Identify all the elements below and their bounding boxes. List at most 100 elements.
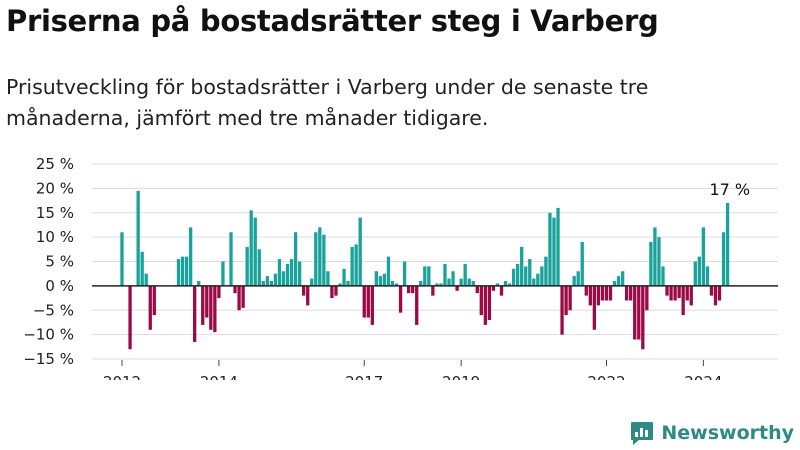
bar	[394, 283, 399, 286]
bar	[144, 273, 148, 286]
bar	[725, 203, 730, 286]
page-title: Priserna på bostadsrätter steg i Varberg	[6, 4, 659, 38]
bar	[637, 285, 641, 340]
bar	[269, 281, 274, 286]
bar	[310, 278, 314, 286]
bar	[188, 227, 193, 286]
latest-value-label: 17 %	[709, 180, 750, 199]
x-tick-label: 2014	[200, 373, 238, 380]
bar	[217, 285, 221, 299]
newsworthy-logo-icon	[631, 422, 654, 445]
bar	[427, 266, 431, 286]
x-tick-label: 2022	[587, 373, 625, 380]
bar	[705, 266, 710, 286]
annotation: 17 %	[709, 180, 750, 199]
bar	[580, 242, 584, 286]
bar	[556, 207, 560, 286]
bar	[249, 210, 253, 286]
bar	[358, 217, 362, 286]
bar	[596, 285, 601, 306]
bar	[463, 263, 467, 286]
bar	[285, 263, 290, 286]
bar	[717, 285, 722, 301]
bar	[136, 190, 140, 286]
bar	[374, 271, 378, 286]
bar	[402, 261, 407, 286]
bar	[629, 285, 633, 301]
bar	[612, 281, 617, 286]
bar	[511, 268, 516, 286]
bar	[616, 276, 621, 286]
bar	[641, 285, 645, 350]
bar	[213, 285, 217, 333]
bar	[576, 271, 580, 286]
bar	[532, 278, 536, 286]
bar	[423, 266, 427, 286]
bar	[459, 278, 463, 286]
bar	[592, 285, 597, 330]
bar	[229, 232, 233, 286]
bar	[354, 244, 358, 286]
bar	[346, 281, 350, 286]
bar	[197, 281, 201, 286]
y-axis-tick-labels: 25 % 20 % 15 % 10 % 5 % 0 % −5 % −10 % −15 %	[23, 155, 74, 368]
bar	[443, 263, 447, 286]
bar	[620, 271, 625, 286]
bar	[697, 256, 701, 286]
bar	[193, 285, 197, 342]
bar	[435, 283, 439, 286]
bar	[536, 273, 540, 286]
bar	[677, 285, 681, 299]
bar	[221, 261, 225, 286]
bar	[701, 227, 706, 286]
bar	[600, 285, 605, 301]
bar	[528, 259, 532, 286]
bar	[281, 271, 286, 286]
bar	[447, 278, 451, 286]
bar	[411, 285, 415, 294]
x-tick-label: 2024	[684, 373, 722, 380]
bar	[564, 285, 568, 316]
bar	[524, 266, 528, 286]
bar	[689, 285, 693, 306]
bar	[233, 285, 237, 294]
bar	[338, 283, 342, 286]
bar	[665, 285, 669, 296]
bar	[568, 285, 572, 311]
bar	[487, 285, 492, 321]
bar	[544, 256, 548, 286]
bar	[120, 232, 124, 286]
bar	[378, 276, 383, 286]
bar	[560, 285, 564, 335]
y-tick-label: 25 %	[36, 155, 74, 173]
bar	[507, 283, 512, 286]
y-tick-label: 15 %	[36, 204, 74, 222]
bar	[318, 227, 322, 286]
bar	[439, 283, 443, 286]
x-tick-label: 2012	[103, 373, 141, 380]
bar	[302, 285, 306, 296]
bar	[406, 285, 411, 294]
bar	[241, 285, 245, 308]
bar	[709, 285, 714, 296]
bar	[350, 246, 354, 286]
y-tick-label: 10 %	[36, 228, 74, 246]
bar	[362, 285, 366, 318]
bars	[120, 190, 730, 350]
bar	[588, 285, 592, 306]
bar	[209, 285, 213, 330]
bar	[293, 232, 298, 286]
page-subtitle: Prisutveckling för bostadsrätter i Varbe…	[6, 75, 649, 130]
bar	[314, 232, 318, 286]
bar	[455, 285, 459, 291]
bar	[253, 217, 257, 286]
bar	[306, 285, 310, 306]
bar	[503, 281, 508, 286]
bar	[685, 285, 689, 301]
bar	[176, 259, 181, 286]
bar	[386, 256, 391, 286]
bar	[499, 285, 504, 296]
bar	[140, 251, 144, 286]
bar	[673, 285, 677, 301]
bar	[584, 285, 588, 296]
